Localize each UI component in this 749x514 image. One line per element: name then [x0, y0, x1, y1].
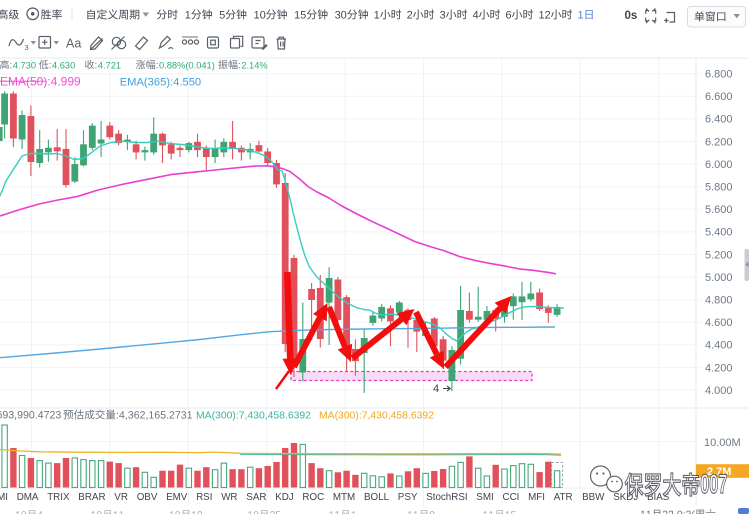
svg-text:Aa: Aa — [66, 37, 81, 51]
svg-text:5.600: 5.600 — [705, 204, 733, 216]
svg-text:5.800: 5.800 — [705, 182, 733, 194]
svg-text:10.00M: 10.00M — [704, 437, 741, 449]
svg-text:ATR: ATR — [554, 492, 573, 503]
svg-text:0s: 0s — [625, 10, 638, 22]
svg-text:VR: VR — [114, 492, 128, 503]
svg-text:693,990.4723: 693,990.4723 — [0, 410, 61, 422]
svg-text:4.600: 4.600 — [705, 317, 733, 329]
svg-text:EMV: EMV — [166, 492, 188, 503]
svg-text:TRIX: TRIX — [47, 492, 70, 503]
svg-text:MA(300):7,430,458.6392: MA(300):7,430,458.6392 — [319, 411, 434, 422]
svg-text:5.400: 5.400 — [705, 227, 733, 239]
svg-text:3: 3 — [25, 43, 29, 52]
svg-text:MA(300):7,430,458.6392: MA(300):7,430,458.6392 — [196, 411, 311, 422]
svg-text:6.600: 6.600 — [705, 91, 733, 103]
svg-text:DMA: DMA — [17, 492, 39, 503]
svg-text:SKDJ: SKDJ — [613, 492, 638, 503]
svg-text:BIAS: BIAS — [647, 492, 670, 503]
svg-text:4.730: 4.730 — [13, 60, 36, 70]
svg-text:6.200: 6.200 — [705, 136, 733, 148]
svg-text:MFI: MFI — [528, 492, 545, 503]
svg-text:5.000: 5.000 — [705, 272, 733, 284]
svg-text:BRAR: BRAR — [78, 492, 105, 503]
svg-text:RSI: RSI — [196, 492, 212, 503]
svg-text:6.800: 6.800 — [705, 69, 733, 81]
svg-text:KDJ: KDJ — [275, 492, 294, 503]
svg-text:WR: WR — [221, 492, 237, 503]
svg-text:6.000: 6.000 — [705, 159, 733, 171]
svg-text:4.000: 4.000 — [705, 385, 733, 397]
svg-text:MTM: MTM — [333, 492, 355, 503]
svg-text:2.14%: 2.14% — [241, 60, 267, 70]
svg-text:EMA(365):4.550: EMA(365):4.550 — [120, 77, 201, 89]
svg-text:StochRSI: StochRSI — [426, 492, 467, 503]
svg-text:0.88%(0.041): 0.88%(0.041) — [159, 60, 215, 70]
svg-text:SMI: SMI — [476, 492, 493, 503]
svg-text:SAR: SAR — [246, 492, 266, 503]
svg-text:4.200: 4.200 — [705, 362, 733, 374]
svg-text:BBW: BBW — [582, 492, 605, 503]
svg-text:CCI: CCI — [503, 492, 520, 503]
svg-text:DMI: DMI — [0, 492, 8, 503]
svg-text:ROC: ROC — [302, 492, 324, 503]
svg-text:4.800: 4.800 — [705, 295, 733, 307]
svg-text:4.630: 4.630 — [52, 60, 75, 70]
svg-text:4.721: 4.721 — [98, 60, 121, 70]
svg-text:4.400: 4.400 — [705, 340, 733, 352]
svg-text:PSY: PSY — [398, 492, 418, 503]
svg-text:6.400: 6.400 — [705, 114, 733, 126]
svg-text:4: 4 — [433, 383, 439, 395]
svg-text:5.200: 5.200 — [705, 249, 733, 261]
svg-text:OBV: OBV — [137, 492, 158, 503]
svg-text:BOLL: BOLL — [364, 492, 390, 503]
